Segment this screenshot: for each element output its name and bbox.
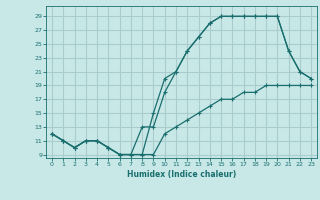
X-axis label: Humidex (Indice chaleur): Humidex (Indice chaleur): [127, 170, 236, 179]
